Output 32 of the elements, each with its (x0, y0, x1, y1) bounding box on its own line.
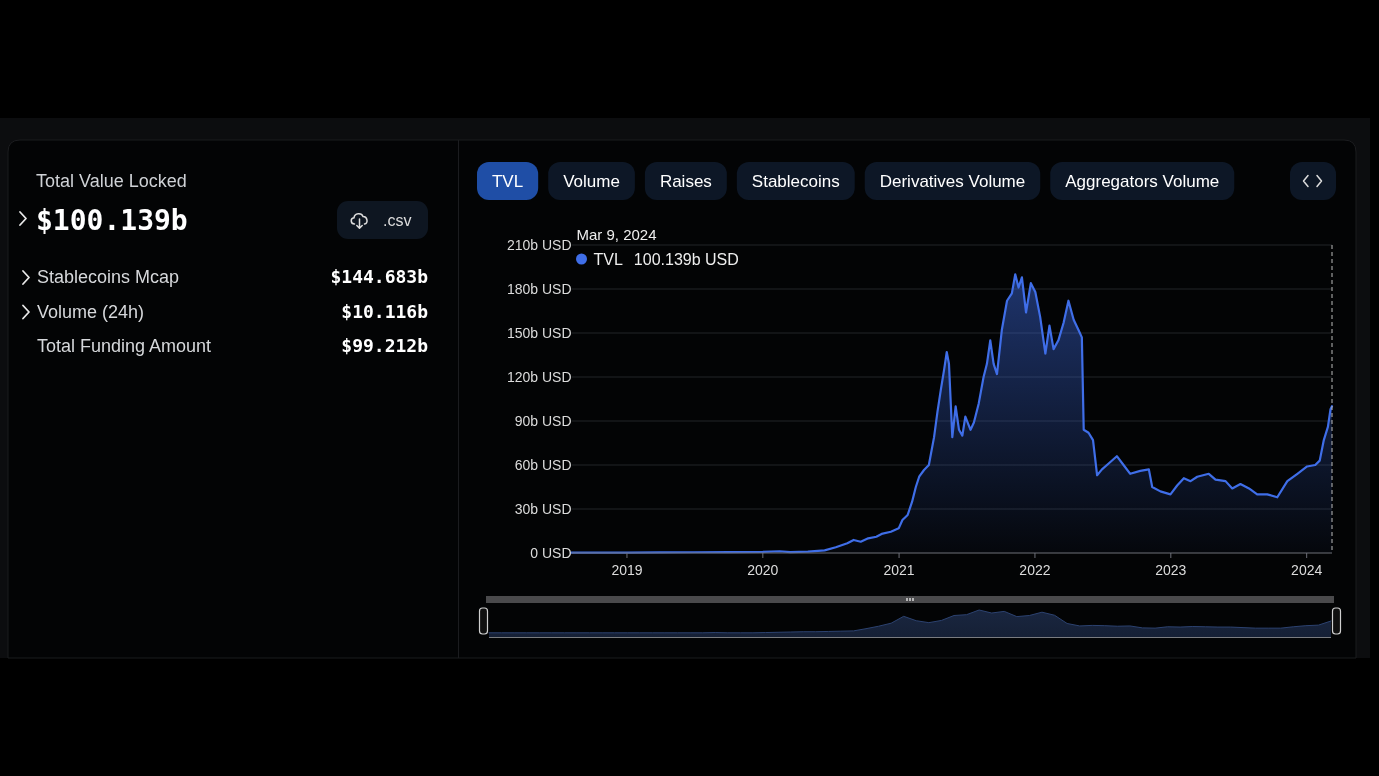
text: Total Value Locked (36, 171, 187, 191)
y-tick-label: 30b USD (514, 501, 572, 517)
y-tick-label: 180b USD (506, 281, 572, 297)
text: Mar 9, 2024 (576, 226, 657, 243)
legend-label: TVL (593, 251, 623, 268)
x-tick-label: 2021 (883, 562, 915, 578)
text: Stablecoins (751, 172, 840, 191)
y-tick-label: 90b USD (514, 413, 572, 429)
text: $10.116b (341, 300, 429, 322)
text: Volume (563, 172, 620, 191)
x-tick-label: 2022 (1019, 562, 1051, 578)
y-tick-label: 210b USD (506, 237, 572, 253)
text: $100.139b (36, 204, 188, 237)
x-tick-label: 2019 (611, 562, 643, 578)
y-tick-label: 150b USD (506, 325, 572, 341)
text: $99.212b (341, 335, 429, 356)
text: Volume (24h) (37, 301, 145, 322)
text: .csv (383, 212, 412, 229)
text: Derivatives Volume (879, 172, 1026, 191)
y-tick-label: 60b USD (514, 457, 572, 473)
x-tick-label: 2023 (1155, 562, 1187, 578)
y-tick-label: 0 USD (530, 545, 572, 561)
text: Total Funding Amount (37, 336, 212, 356)
text: Aggregators Volume (1065, 172, 1220, 191)
x-tick-label: 2020 (747, 562, 779, 578)
text: $144.683b (330, 266, 429, 287)
annotation: 100.139b USD (633, 251, 739, 268)
y-tick-label: 120b USD (506, 369, 572, 385)
text: TVL (492, 172, 524, 191)
text: Raises (659, 172, 712, 191)
text: Stablecoins Mcap (37, 267, 180, 287)
x-tick-label: 2024 (1291, 562, 1323, 578)
